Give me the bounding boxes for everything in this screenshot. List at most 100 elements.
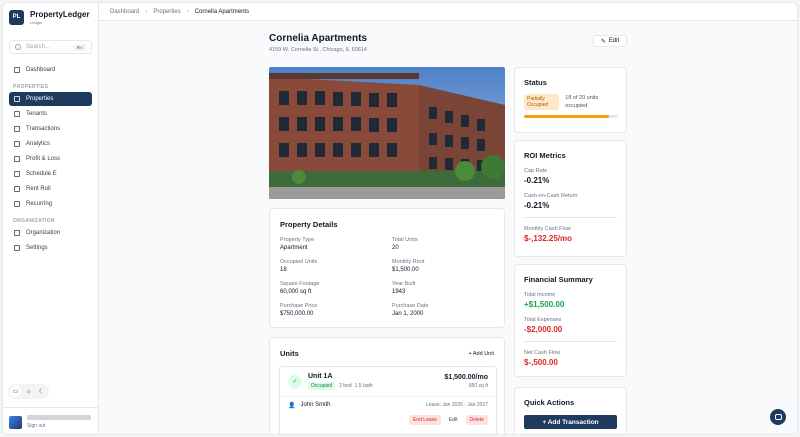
chat-icon — [774, 414, 782, 420]
detail-property-type: Property Type Apartment — [280, 237, 382, 259]
brand[interactable]: PL PropertyLedger Ledger — [3, 3, 98, 31]
divider — [524, 217, 617, 218]
detail-occupied-units: Occupied Units 18 — [280, 259, 382, 281]
add-transaction-button[interactable]: + Add Transaction — [524, 415, 617, 429]
sidebar-item-label: Profit & Loss — [26, 156, 61, 162]
sidebar-item-transactions[interactable]: Transactions — [9, 122, 92, 136]
sidebar-item-properties[interactable]: Properties — [9, 92, 92, 106]
sidebar-item-label: Properties — [26, 96, 54, 102]
theme-switcher: ▭ ☼ ☾ — [8, 384, 49, 399]
detail-label: Year Built — [392, 281, 416, 287]
metric-value: -$2,000.00 — [524, 325, 563, 334]
detail-label: Square Footage — [280, 281, 320, 287]
search-icon — [15, 44, 21, 50]
detail-square-footage: Square Footage 60,000 sq ft — [280, 281, 382, 303]
chart-icon — [14, 156, 20, 162]
transactions-icon — [14, 126, 20, 132]
detail-total-units: Total Units 20 — [392, 237, 494, 259]
detail-monthly-rent: Monthly Rent $1,500.00 — [392, 259, 494, 281]
sun-icon[interactable]: ☼ — [25, 388, 32, 395]
sidebar-item-label: Schedule E — [26, 171, 57, 177]
sidebar-item-organization[interactable]: Organization — [9, 226, 92, 240]
property-details-title: Property Details — [280, 220, 338, 229]
end-lease-button[interactable]: End Lease — [409, 415, 441, 425]
divider — [524, 341, 617, 342]
chat-button[interactable] — [770, 409, 786, 425]
detail-label: Purchase Date — [392, 303, 429, 309]
search-input[interactable]: Search... ⌘K — [9, 40, 92, 54]
sidebar-item-rent-roll[interactable]: Rent Roll — [9, 182, 92, 196]
status-badge: Occupied — [308, 382, 336, 390]
breadcrumb-current: Cornelia Apartments — [194, 8, 250, 15]
page-title: Cornelia Apartments — [269, 33, 367, 44]
sidebar-item-profit-loss[interactable]: Profit & Loss — [9, 152, 92, 166]
sign-out-link[interactable]: Sign out — [27, 423, 46, 429]
sidebar-item-dashboard[interactable]: Dashboard — [9, 63, 92, 77]
metric-label: Total Expenses — [524, 317, 562, 323]
breadcrumb-dashboard[interactable]: Dashboard — [110, 8, 140, 15]
sidebar-item-label: Tenants — [26, 111, 48, 117]
calendar-icon — [14, 201, 20, 207]
detail-label: Property Type — [280, 237, 315, 243]
moon-icon[interactable]: ☾ — [38, 389, 45, 395]
tenant-name[interactable]: John Smith — [300, 402, 331, 408]
unit-rent: $1,500.00/mo — [444, 374, 488, 381]
roi-title: ROI Metrics — [524, 151, 566, 160]
units-card: Units + Add Unit ✓ Unit 1A Occupied 2 be… — [269, 337, 505, 434]
detail-purchase-date: Purchase Date Jan 1, 2000 — [392, 303, 494, 325]
detail-label: Occupied Units — [280, 259, 318, 265]
sidebar-item-tenants[interactable]: Tenants — [9, 107, 92, 121]
grid-icon — [14, 67, 20, 73]
metric-value: -0.21% — [524, 176, 550, 185]
units-title: Units — [280, 349, 299, 358]
avatar[interactable] — [9, 415, 22, 429]
add-unit-button[interactable]: + Add Unit — [468, 351, 494, 357]
search-placeholder: Search... — [26, 44, 51, 50]
detail-value: 1943 — [392, 289, 406, 295]
app-subtitle: Ledger — [30, 19, 43, 25]
property-photo — [269, 67, 505, 199]
metric-cash-on-cash: Cash-on-Cash Return -0.21% — [524, 193, 617, 210]
metric-net-cash-flow: Net Cash Flow $-,500.00 — [524, 350, 617, 367]
sidebar-item-recurring[interactable]: Recurring — [9, 197, 92, 211]
detail-value: Apartment — [280, 245, 308, 251]
breadcrumb-properties[interactable]: Properties — [153, 8, 181, 15]
detail-label: Purchase Price — [280, 303, 318, 309]
document-icon — [14, 171, 20, 177]
edit-property-button[interactable]: ✎ Edit — [593, 35, 627, 47]
financial-summary-card: Financial Summary Total Income +$1,500.0… — [514, 264, 627, 377]
metric-label: Net Cash Flow — [524, 350, 561, 356]
property-details-card: Property Details Property Type Apartment… — [269, 208, 505, 328]
user-name-redacted — [27, 415, 91, 420]
unit-beds: 2 bed — [339, 383, 352, 389]
occupancy-text: 18 of 20 units occupied — [565, 95, 599, 109]
chevron-right-icon: › — [186, 8, 189, 15]
sidebar-item-label: Analytics — [26, 141, 51, 147]
user-panel: Sign out — [3, 407, 99, 434]
sidebar-item-settings[interactable]: Settings — [9, 241, 92, 255]
list-icon — [14, 186, 20, 192]
detail-value: $750,000.00 — [280, 311, 314, 317]
metric-value: +$1,500.00 — [524, 300, 565, 309]
sidebar-nav: Dashboard PROPERTIES Properties Tenants … — [3, 63, 98, 255]
edit-unit-button[interactable]: Edit — [448, 417, 458, 423]
delete-unit-button[interactable]: Delete — [465, 415, 488, 425]
metric-total-expenses: Total Expenses -$2,000.00 — [524, 317, 617, 334]
financial-title: Financial Summary — [524, 275, 593, 284]
app-logo: PL — [9, 9, 24, 25]
unit-card[interactable]: ✓ Unit 1A Occupied 2 bed 1.5 bath $1,500… — [279, 366, 497, 434]
analytics-icon — [14, 141, 20, 147]
metric-value: -0.21% — [524, 201, 550, 210]
building-icon — [14, 96, 20, 102]
metric-label: Total Income — [524, 292, 556, 298]
app-name: PropertyLedger — [30, 9, 90, 19]
sidebar-item-schedule-e[interactable]: Schedule E — [9, 167, 92, 181]
search-shortcut: ⌘K — [73, 43, 86, 51]
metric-label: Cash-on-Cash Return — [524, 193, 578, 199]
sidebar-item-analytics[interactable]: Analytics — [9, 137, 92, 151]
metric-monthly-cash-flow: Monthly Cash Flow $-,132.25/mo — [524, 226, 617, 243]
monitor-icon[interactable]: ▭ — [10, 386, 21, 397]
sidebar-item-label: Dashboard — [26, 67, 56, 73]
person-icon: 👤 — [288, 402, 296, 409]
